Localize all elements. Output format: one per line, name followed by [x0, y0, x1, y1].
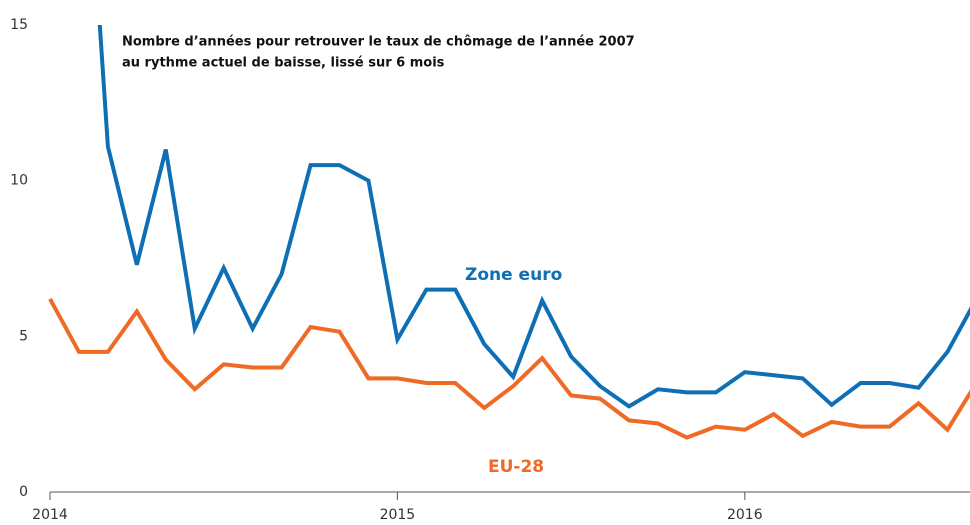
- y-tick-label: 0: [19, 484, 28, 500]
- note: au rythme actuel de baisse, lissé sur 6 …: [122, 56, 445, 71]
- series-label: EU-28: [488, 457, 544, 477]
- x-tick-label: 2015: [380, 507, 416, 523]
- series-line: [48, 298, 970, 440]
- series-label: Zone euro: [465, 265, 562, 285]
- plot-area: [48, 25, 970, 440]
- x-tick-label: 2014: [32, 507, 68, 523]
- x-tick-label: 2016: [727, 507, 763, 523]
- series-line: [97, 25, 970, 409]
- y-tick-label: 15: [10, 17, 28, 33]
- y-tick-label: 5: [19, 328, 28, 344]
- note: Nombre d’années pour retrouver le taux d…: [122, 35, 635, 50]
- y-tick-label: 10: [10, 173, 28, 189]
